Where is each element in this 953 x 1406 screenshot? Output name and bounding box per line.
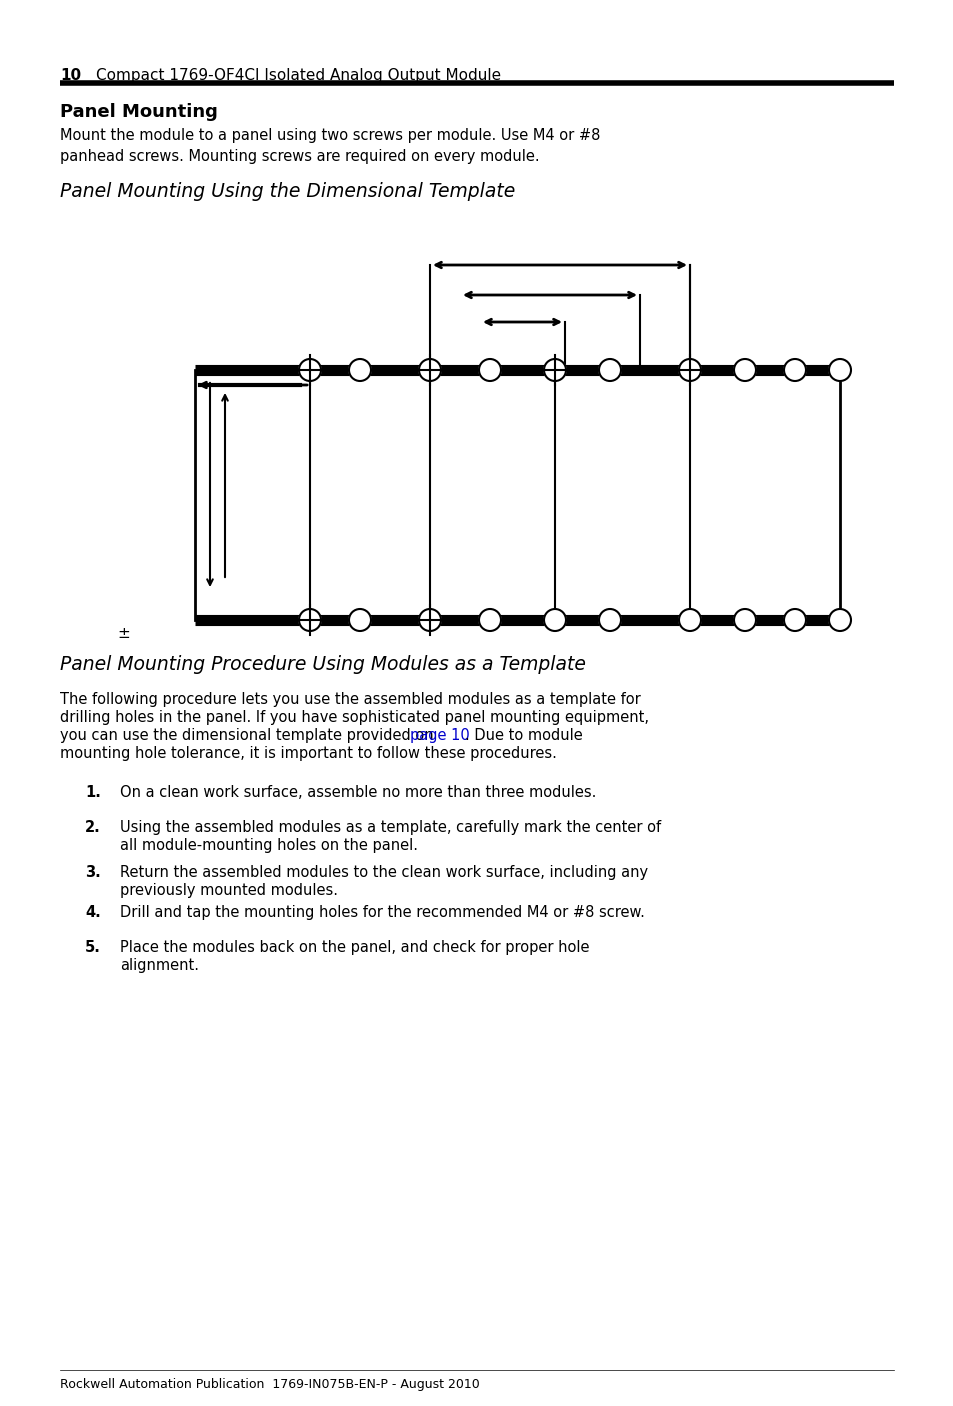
Text: Place the modules back on the panel, and check for proper hole: Place the modules back on the panel, and… xyxy=(120,941,589,955)
Circle shape xyxy=(478,609,500,631)
Circle shape xyxy=(349,609,371,631)
Circle shape xyxy=(783,359,805,381)
Circle shape xyxy=(828,359,850,381)
Text: Panel Mounting: Panel Mounting xyxy=(60,103,217,121)
Text: Drill and tap the mounting holes for the recommended M4 or #8 screw.: Drill and tap the mounting holes for the… xyxy=(120,905,644,920)
Text: all module-mounting holes on the panel.: all module-mounting holes on the panel. xyxy=(120,838,417,853)
Text: Return the assembled modules to the clean work surface, including any: Return the assembled modules to the clea… xyxy=(120,865,647,880)
Text: 10: 10 xyxy=(60,67,81,83)
Text: Mount the module to a panel using two screws per module. Use M4 or #8
panhead sc: Mount the module to a panel using two sc… xyxy=(60,128,599,165)
Circle shape xyxy=(679,359,700,381)
Circle shape xyxy=(543,609,565,631)
Text: 3.: 3. xyxy=(85,865,101,880)
Circle shape xyxy=(543,359,565,381)
Text: you can use the dimensional template provided on: you can use the dimensional template pro… xyxy=(60,728,437,742)
Circle shape xyxy=(478,359,500,381)
Text: . Due to module: . Due to module xyxy=(464,728,582,742)
Text: 1.: 1. xyxy=(85,785,101,800)
Text: On a clean work surface, assemble no more than three modules.: On a clean work surface, assemble no mor… xyxy=(120,785,596,800)
Circle shape xyxy=(598,609,620,631)
Circle shape xyxy=(828,609,850,631)
Circle shape xyxy=(418,359,440,381)
Circle shape xyxy=(418,609,440,631)
Text: Using the assembled modules as a template, carefully mark the center of: Using the assembled modules as a templat… xyxy=(120,820,660,835)
Text: Rockwell Automation Publication  1769-IN075B-EN-P - August 2010: Rockwell Automation Publication 1769-IN0… xyxy=(60,1378,479,1391)
Circle shape xyxy=(783,609,805,631)
Text: 5.: 5. xyxy=(85,941,101,955)
Text: mounting hole tolerance, it is important to follow these procedures.: mounting hole tolerance, it is important… xyxy=(60,747,557,761)
Text: Panel Mounting Using the Dimensional Template: Panel Mounting Using the Dimensional Tem… xyxy=(60,181,515,201)
Circle shape xyxy=(679,609,700,631)
Text: alignment.: alignment. xyxy=(120,957,199,973)
Text: 4.: 4. xyxy=(85,905,101,920)
Text: Panel Mounting Procedure Using Modules as a Template: Panel Mounting Procedure Using Modules a… xyxy=(60,655,585,673)
Circle shape xyxy=(733,359,755,381)
Circle shape xyxy=(349,359,371,381)
Circle shape xyxy=(298,359,320,381)
Text: 2.: 2. xyxy=(85,820,101,835)
Circle shape xyxy=(733,609,755,631)
Circle shape xyxy=(298,609,320,631)
Text: previously mounted modules.: previously mounted modules. xyxy=(120,883,337,898)
Text: The following procedure lets you use the assembled modules as a template for: The following procedure lets you use the… xyxy=(60,692,640,707)
Text: ±: ± xyxy=(117,626,130,641)
Text: Compact 1769-OF4CI Isolated Analog Output Module: Compact 1769-OF4CI Isolated Analog Outpu… xyxy=(96,67,500,83)
Text: drilling holes in the panel. If you have sophisticated panel mounting equipment,: drilling holes in the panel. If you have… xyxy=(60,710,648,725)
Text: page 10: page 10 xyxy=(410,728,469,742)
Circle shape xyxy=(598,359,620,381)
